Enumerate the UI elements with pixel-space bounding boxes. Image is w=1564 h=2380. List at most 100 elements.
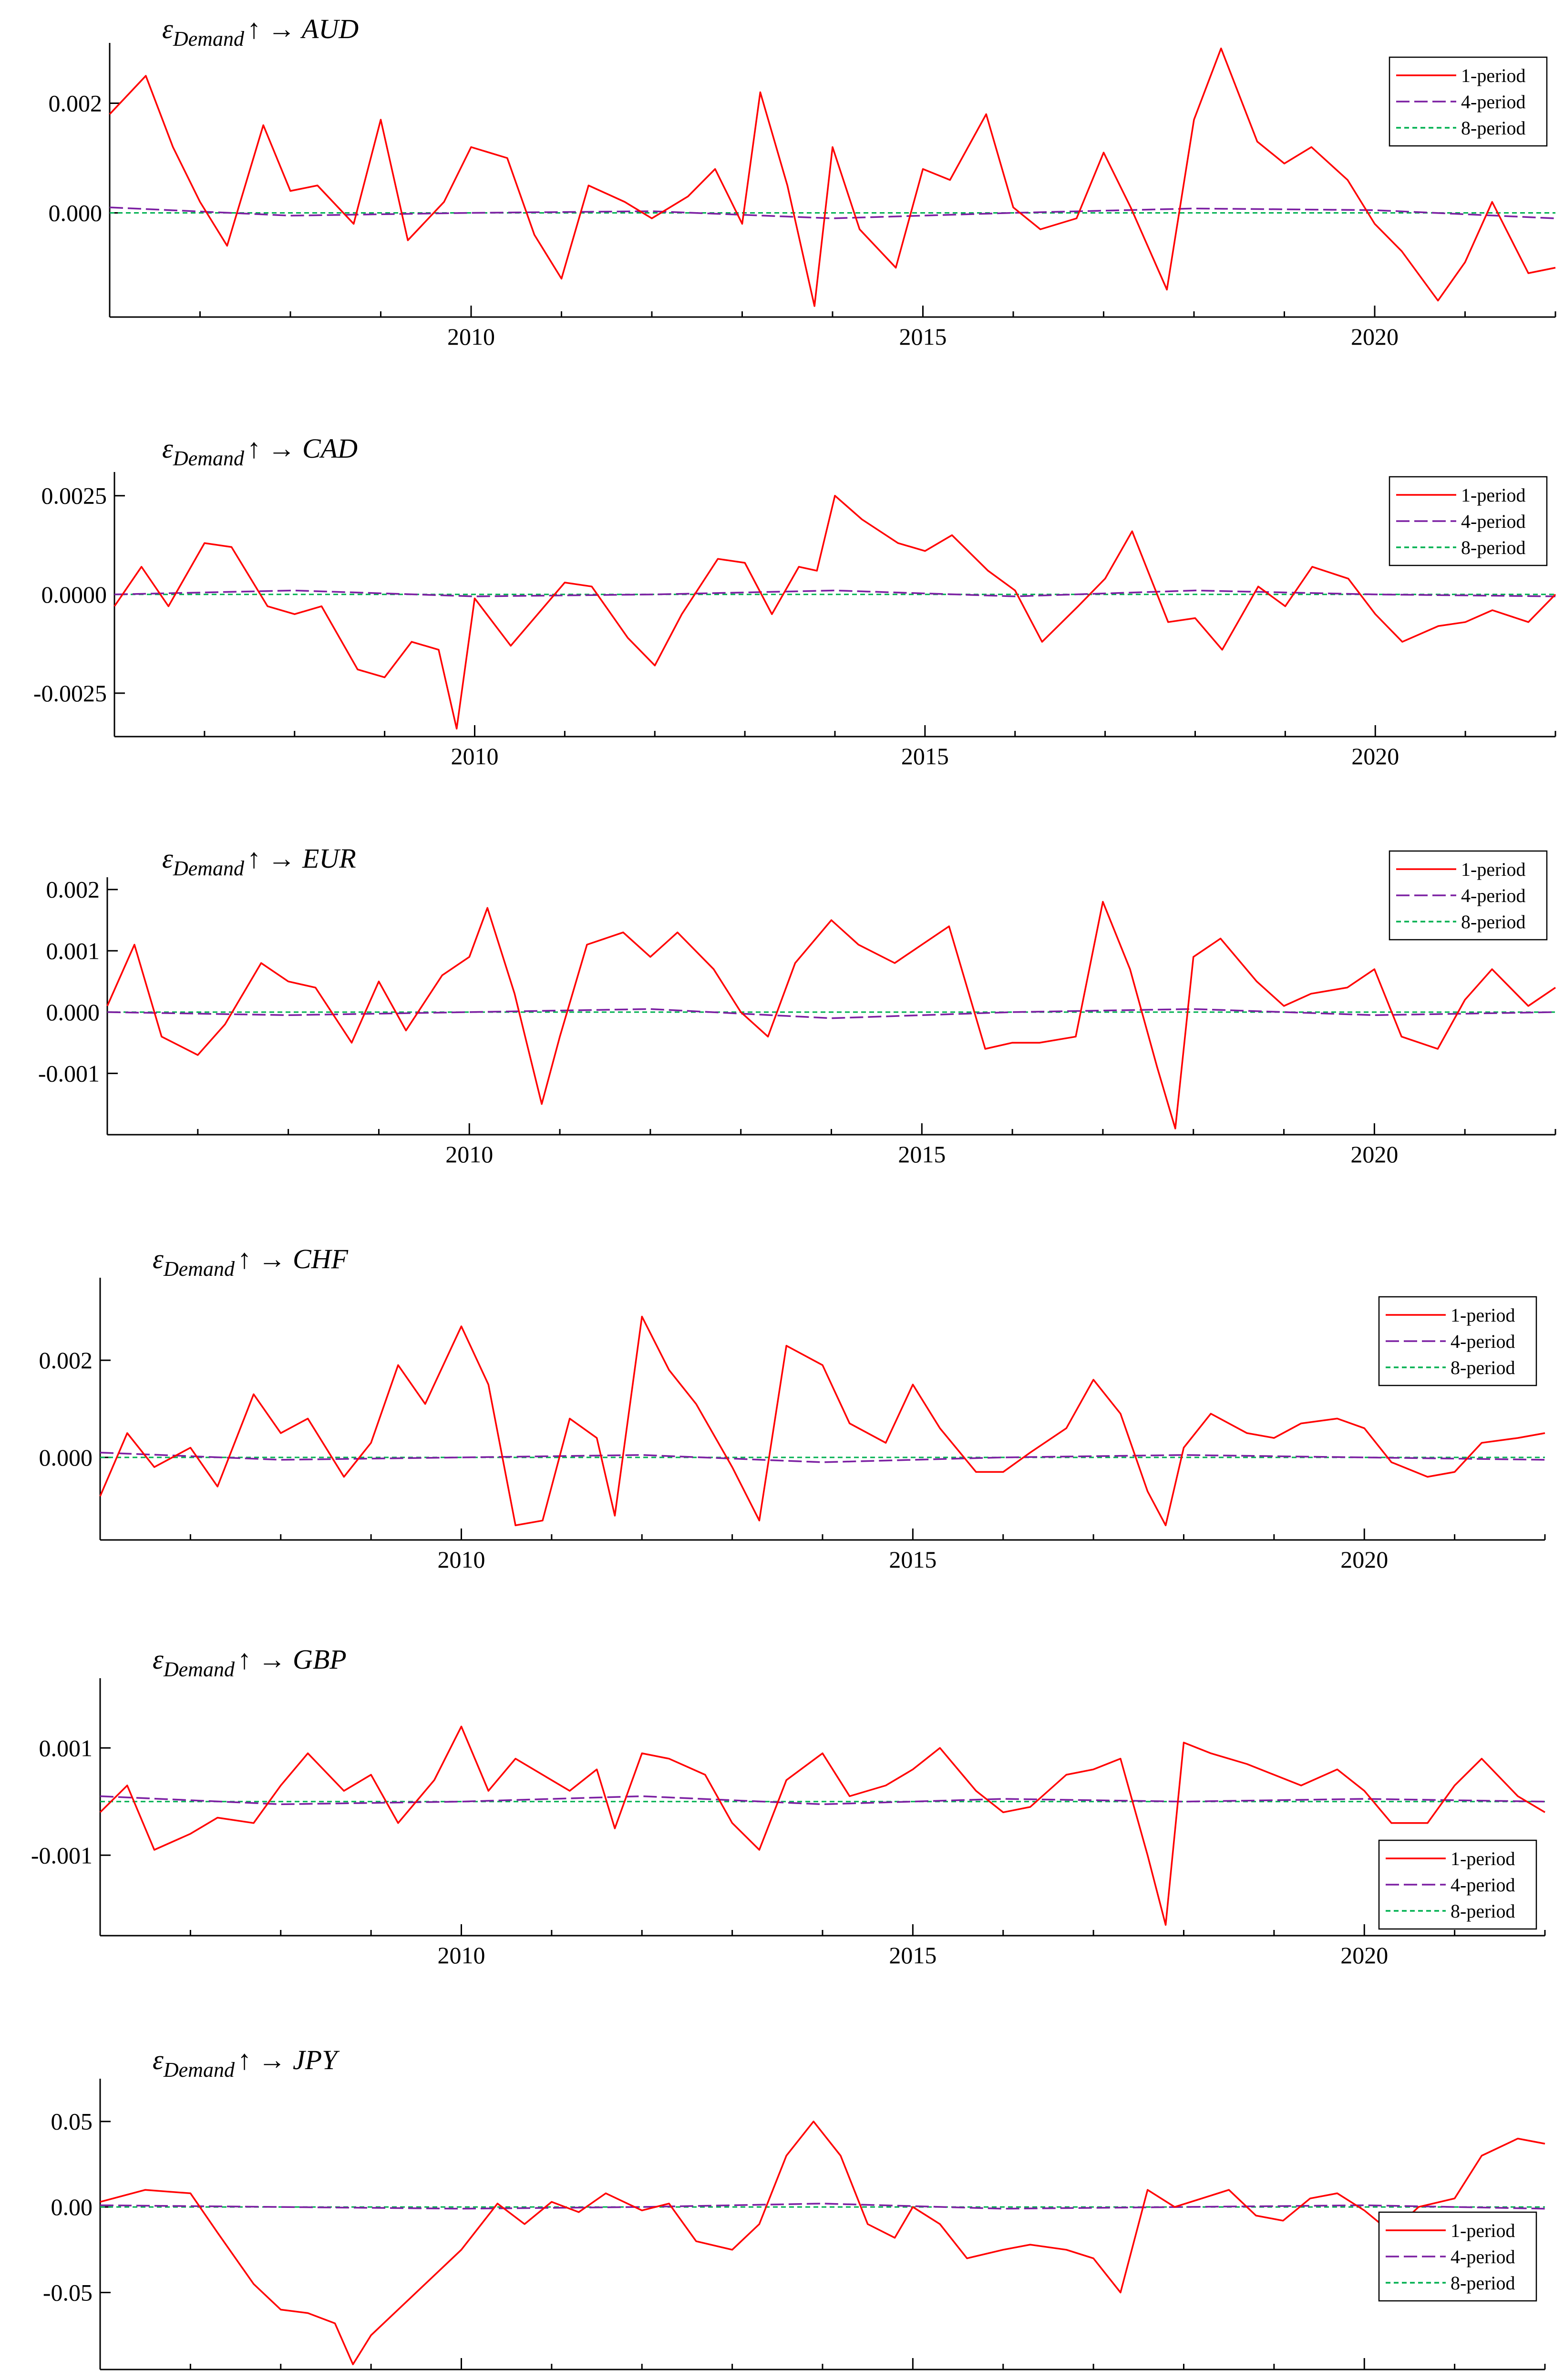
panel-title: εDemand ↑ → EUR [162,843,356,880]
legend-label: 4-period [1451,2246,1515,2267]
y-tick-label: 0.000 [46,999,100,1026]
panel-jpy: εDemand↑ → JPY 0.05 0.00 -0.05 2010 2015 2020 1… [43,2044,1546,2380]
x-tick-label: 2015 [898,1141,946,1168]
title-subscript: Demand [173,27,245,51]
title-epsilon: ε [162,843,173,874]
x-tick-label: 2020 [1351,323,1399,350]
title-currency: GBP [293,1644,347,1675]
y-tick-label: -0.001 [38,1060,100,1087]
title-currency: CAD [302,433,358,464]
title-epsilon: ε [162,433,173,464]
legend-label: 4-period [1451,1331,1515,1352]
title-arrow: ↑ → [237,2044,293,2075]
series-line-4-period [100,1795,1545,1806]
title-epsilon: ε [153,1243,164,1274]
title-arrow: ↑ → [237,1243,293,1274]
series-line-1-period [100,2120,1545,2365]
legend-label: 8-period [1461,911,1526,933]
legend-label: 1-period [1451,1304,1515,1326]
x-tick-label: 2010 [438,2376,485,2380]
x-tick-label: 2010 [438,1546,485,1573]
x-tick-label: 2020 [1340,1546,1388,1573]
y-tick-label: 0.00 [51,2194,93,2220]
title-subscript: Demand [163,2058,235,2082]
panel-title: εDemand ↑ → AUD [162,13,359,51]
x-tick-label: 2015 [901,743,949,769]
title-arrow: ↑ → [247,843,302,874]
legend-label: 8-period [1461,117,1526,139]
y-tick-label: 0.002 [39,1347,93,1374]
y-tick-label: 0.000 [39,1444,93,1471]
series-line-4-period [100,2203,1545,2210]
title-epsilon: ε [162,13,173,44]
series-line-1-period [113,494,1556,730]
x-tick-label: 2015 [889,1942,936,1969]
series-line-1-period [109,47,1556,307]
legend-label: 1-period [1451,2220,1515,2241]
title-arrow: ↑ → [237,1644,293,1675]
x-tick-label: 2010 [438,1942,485,1969]
series-line-1-period [106,901,1556,1129]
x-tick-label: 2020 [1340,1942,1388,1969]
legend-label: 4-period [1451,1874,1515,1896]
title-subscript: Demand [163,1658,235,1681]
panel-cad: εDemand ↑ → CAD 0.0025 0.0000 -0.0025 2010 201… [33,433,1556,769]
x-tick-label: 2010 [451,743,499,769]
panel-gbp: εDemand ↑ → GBP 0.001 -0.001 2010 2015 2020 1-p… [31,1644,1546,1969]
series-line-4-period [100,1451,1545,1463]
x-tick-label: 2015 [889,2376,936,2380]
x-tick-label: 2015 [899,323,947,350]
legend-label: 1-period [1461,859,1526,880]
title-subscript: Demand [173,857,245,880]
series-line-4-period [107,1008,1556,1019]
legend-label: 1-period [1451,1848,1515,1869]
legend-label: 8-period [1451,2272,1515,2294]
legend-label: 4-period [1461,91,1526,113]
y-tick-label: 0.0025 [41,482,107,509]
title-currency: JPY [293,2044,340,2075]
y-tick-label: -0.0025 [33,680,107,707]
title-epsilon: ε [153,1644,164,1675]
y-tick-label: 0.002 [49,90,103,117]
x-tick-label: 2020 [1351,743,1399,769]
title-currency: EUR [302,843,356,874]
panel-title: εDemand ↑ → CHF [153,1243,349,1281]
x-tick-label: 2020 [1340,2376,1388,2380]
y-tick-label: 0.001 [39,1734,93,1761]
panel-aud: εDemand ↑ → AUD 0.002 0.000 2010 2015 2020 1-pe… [49,13,1556,350]
panel-title: εDemand ↑ → CAD [162,433,358,470]
series-line-4-period [114,589,1556,597]
series-line-1-period [99,1725,1545,1926]
y-tick-label: -0.05 [43,2279,93,2306]
legend-label: 4-period [1461,511,1526,532]
y-tick-label: 0.001 [46,937,100,964]
y-tick-label: 0.05 [51,2108,93,2135]
title-subscript: Demand [173,447,245,470]
y-tick-label: 0.002 [46,876,100,903]
legend-label: 8-period [1451,1357,1515,1378]
x-tick-label: 2010 [445,1141,493,1168]
y-tick-label: -0.001 [31,1842,93,1868]
title-epsilon: ε [153,2044,164,2075]
y-tick-label: 0.000 [49,200,103,226]
title-arrow: ↑ → [247,13,302,44]
legend-label: 1-period [1461,484,1526,506]
y-tick-label: 0.0000 [41,581,107,608]
title-currency: AUD [300,13,359,44]
panel-chf: εDemand ↑ → CHF 0.002 0.000 2010 2015 2020 1-pe… [39,1243,1546,1573]
series-line-1-period [99,1315,1545,1527]
title-arrow: ↑ → [247,433,302,464]
title-currency: CHF [293,1243,349,1274]
x-tick-label: 2010 [447,323,495,350]
legend-label: 8-period [1451,1900,1515,1922]
legend-label: 8-period [1461,537,1526,558]
legend-label: 1-period [1461,65,1526,86]
title-subscript: Demand [163,1257,235,1281]
x-tick-label: 2020 [1350,1141,1398,1168]
x-tick-label: 2015 [889,1546,936,1573]
panel-title: εDemand ↑ → GBP [153,1644,347,1681]
panel-title: εDemand ↑ → JPY [153,2044,340,2082]
